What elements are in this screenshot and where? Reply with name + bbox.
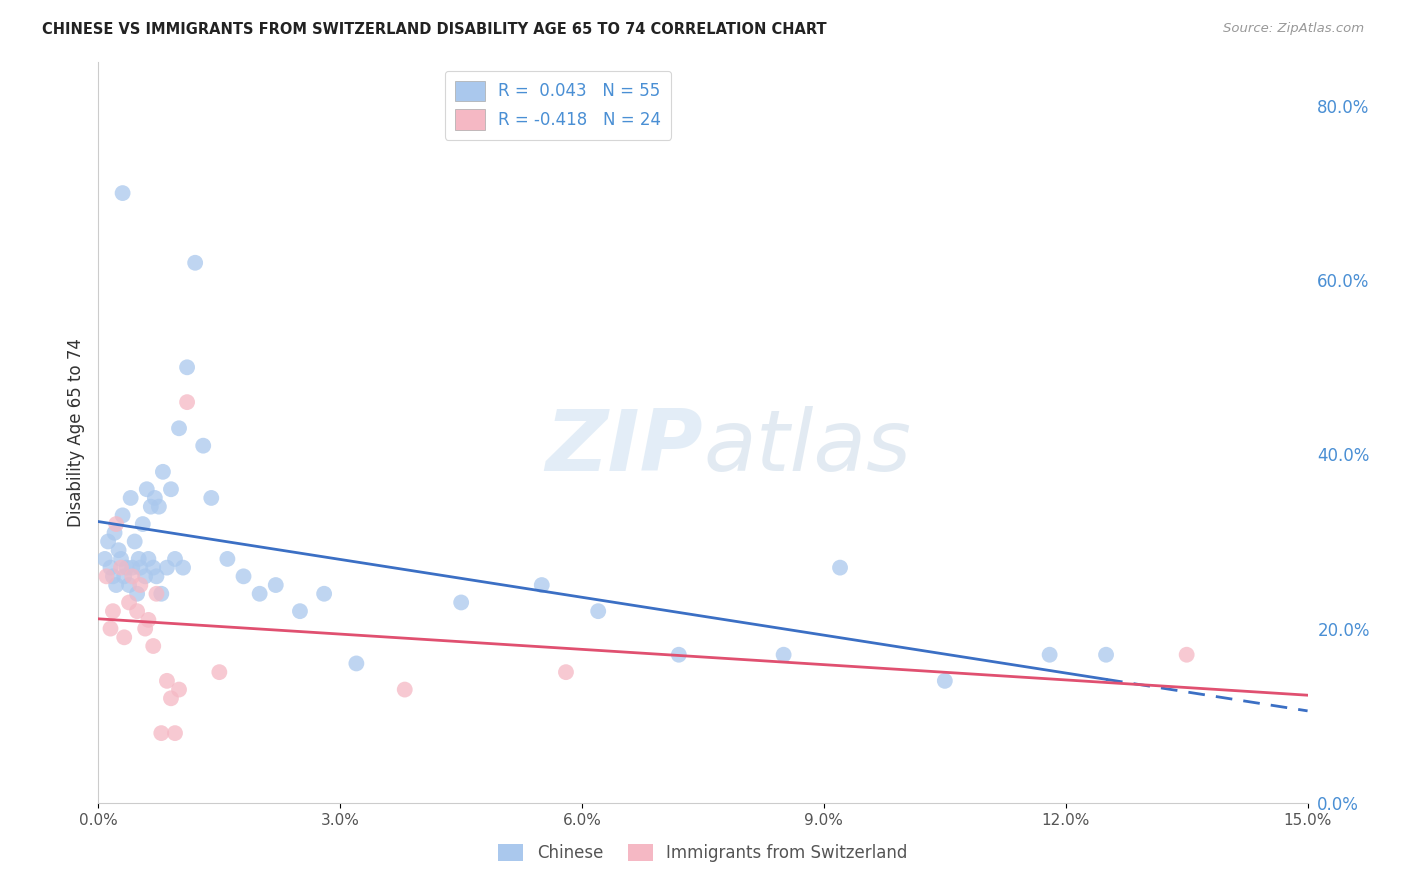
Point <box>112 630 135 644</box>
Point <box>176 395 198 409</box>
Point <box>124 534 146 549</box>
Point <box>1095 648 1118 662</box>
Point <box>828 560 851 574</box>
Point <box>344 657 367 671</box>
Point <box>135 482 157 496</box>
Point <box>103 525 125 540</box>
Point <box>128 552 150 566</box>
Point <box>127 587 149 601</box>
Point <box>1039 648 1062 662</box>
Point <box>138 613 160 627</box>
Point <box>152 465 174 479</box>
Text: Source: ZipAtlas.com: Source: ZipAtlas.com <box>1223 22 1364 36</box>
Point <box>184 256 207 270</box>
Y-axis label: Disability Age 65 to 74: Disability Age 65 to 74 <box>66 338 84 527</box>
Point <box>160 691 183 706</box>
Point <box>450 595 472 609</box>
Point <box>156 560 179 574</box>
Point <box>176 360 198 375</box>
Point <box>111 186 134 200</box>
Point <box>132 517 155 532</box>
Point <box>112 569 135 583</box>
Point <box>193 439 215 453</box>
Point <box>232 569 254 583</box>
Point <box>586 604 609 618</box>
Point <box>110 560 132 574</box>
Text: CHINESE VS IMMIGRANTS FROM SWITZERLAND DISABILITY AGE 65 TO 74 CORRELATION CHART: CHINESE VS IMMIGRANTS FROM SWITZERLAND D… <box>42 22 827 37</box>
Point <box>163 552 186 566</box>
Point <box>143 491 166 505</box>
Point <box>167 421 190 435</box>
Point <box>156 673 179 688</box>
Point <box>94 552 117 566</box>
Point <box>110 552 132 566</box>
Point <box>150 726 173 740</box>
Legend: Chinese, Immigrants from Switzerland: Chinese, Immigrants from Switzerland <box>492 837 914 869</box>
Point <box>264 578 287 592</box>
Point <box>148 500 170 514</box>
Point <box>1175 648 1198 662</box>
Point <box>217 552 239 566</box>
Point <box>139 500 162 514</box>
Point <box>142 560 165 574</box>
Point <box>107 543 129 558</box>
Point <box>394 682 416 697</box>
Point <box>160 482 183 496</box>
Point <box>555 665 578 680</box>
Point <box>150 587 173 601</box>
Point <box>101 569 124 583</box>
Point <box>934 673 956 688</box>
Point <box>134 622 156 636</box>
Point <box>772 648 794 662</box>
Point <box>172 560 194 574</box>
Point <box>105 517 128 532</box>
Point <box>138 552 160 566</box>
Point <box>118 595 141 609</box>
Point <box>249 587 271 601</box>
Text: ZIP: ZIP <box>546 406 703 489</box>
Text: atlas: atlas <box>703 406 911 489</box>
Point <box>100 560 122 574</box>
Point <box>200 491 222 505</box>
Point <box>145 569 167 583</box>
Point <box>100 622 122 636</box>
Point <box>208 665 231 680</box>
Point <box>96 569 118 583</box>
Point <box>668 648 690 662</box>
Point <box>97 534 120 549</box>
Point <box>167 682 190 697</box>
Point <box>127 604 149 618</box>
Point <box>121 560 143 574</box>
Point <box>142 639 165 653</box>
Point <box>530 578 553 592</box>
Point <box>288 604 311 618</box>
Point <box>120 491 142 505</box>
Point <box>111 508 134 523</box>
Point <box>163 726 186 740</box>
Point <box>129 578 152 592</box>
Point <box>314 587 336 601</box>
Point <box>118 578 141 592</box>
Point <box>101 604 124 618</box>
Point <box>134 569 156 583</box>
Point <box>105 578 128 592</box>
Point <box>145 587 167 601</box>
Point <box>129 560 152 574</box>
Point <box>121 569 143 583</box>
Point <box>115 560 138 574</box>
